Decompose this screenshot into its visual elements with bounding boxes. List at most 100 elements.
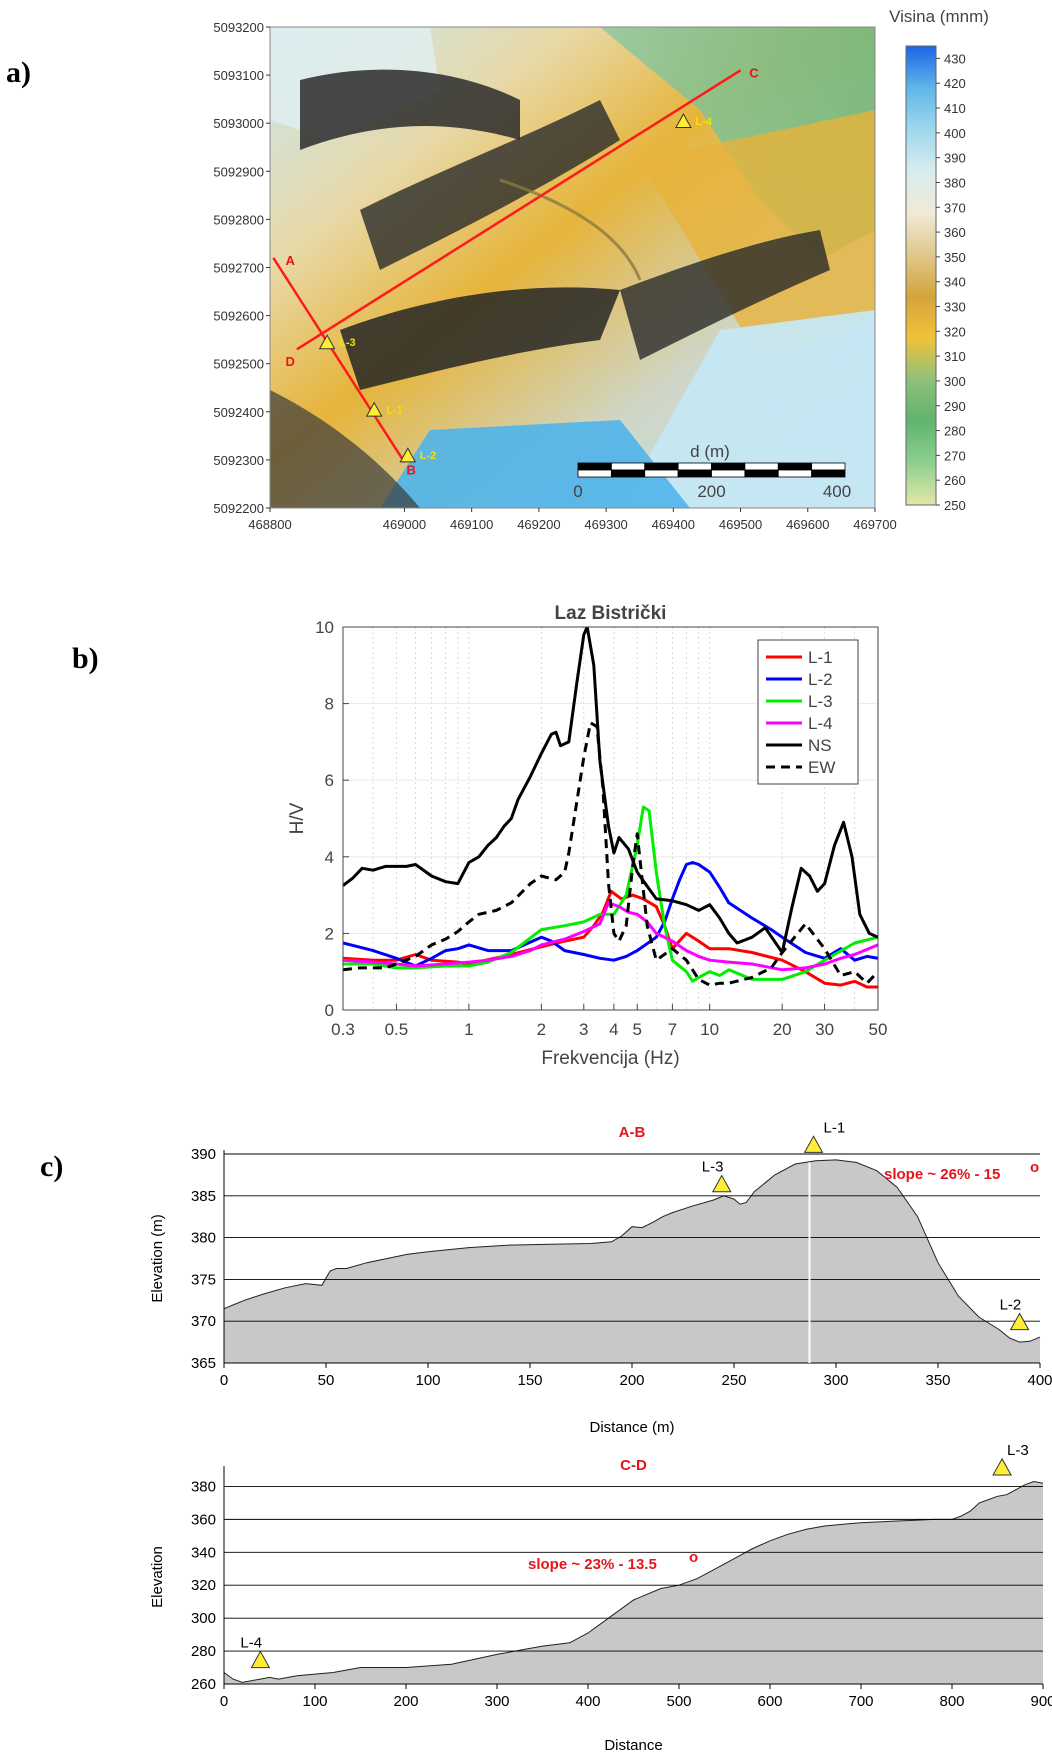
x-tick-label: 50 bbox=[318, 1372, 335, 1389]
series-line-ns bbox=[343, 627, 878, 954]
map-axes: 468800 469000 469100 469200 469300 469400 4695… bbox=[213, 20, 896, 532]
scale-bar-segment bbox=[777, 462, 813, 471]
map-x-tick-label: 469500 bbox=[719, 517, 762, 532]
colorbar-label: 350 bbox=[944, 250, 966, 265]
scale-bar-segment bbox=[610, 469, 646, 478]
map-y-tick-label: 5093100 bbox=[213, 68, 264, 83]
colorbar: 430 420 410 400 390 380 370 360 350 340 330 320 310 3… bbox=[889, 7, 989, 513]
chart-title: Laz Bistrički bbox=[555, 603, 667, 624]
series-group bbox=[343, 627, 878, 989]
map-x-tick-label: 469700 bbox=[853, 517, 896, 532]
x-tick-label: 7 bbox=[668, 1020, 677, 1039]
panel-label-c: c) bbox=[40, 1150, 63, 1183]
station-label: L-4 bbox=[240, 1635, 262, 1652]
y-tick-label: 390 bbox=[191, 1146, 216, 1163]
y-tick-label: 380 bbox=[191, 1230, 216, 1247]
x-tick-label: 300 bbox=[484, 1693, 509, 1710]
chart-title: A-B bbox=[619, 1124, 646, 1141]
station-label: L-3 bbox=[702, 1159, 724, 1176]
station-marker bbox=[365, 401, 383, 417]
map-y-tick-label: 5092500 bbox=[213, 357, 264, 372]
x-tick-label: 50 bbox=[869, 1020, 888, 1039]
map-y-tick-label: 5092700 bbox=[213, 261, 264, 276]
series-line-ew bbox=[343, 721, 878, 987]
station-label: L-1 bbox=[824, 1119, 846, 1136]
profile-lines: A B C D L-1 L-2 L-3 L-4 bbox=[272, 66, 759, 477]
map-y-tick-label: 5092900 bbox=[213, 164, 264, 179]
x-tick-label: 2 bbox=[537, 1020, 546, 1039]
y-tick-label: 320 bbox=[191, 1577, 216, 1594]
map-y-tick-label: 5093000 bbox=[213, 116, 264, 131]
x-axis-label: Distance (m) bbox=[589, 1419, 674, 1436]
station-label: L-2 bbox=[420, 450, 437, 462]
station-marker bbox=[803, 1135, 824, 1153]
station-label: L-1 bbox=[386, 404, 403, 416]
y-tick-label: 340 bbox=[191, 1544, 216, 1561]
legend-entry: L-4 bbox=[808, 714, 833, 733]
colorbar-label: 260 bbox=[944, 473, 966, 488]
station-label: L-4 bbox=[695, 116, 712, 128]
map-x-tick-label: 468800 bbox=[248, 517, 291, 532]
x-tick-label: 10 bbox=[700, 1020, 719, 1039]
x-tick-label: 700 bbox=[848, 1693, 873, 1710]
x-tick-label: 400 bbox=[575, 1693, 600, 1710]
y-tick-label: 2 bbox=[325, 924, 334, 943]
x-tick-label: 5 bbox=[632, 1020, 641, 1039]
station-marker bbox=[1009, 1312, 1030, 1331]
map-y-tick-label: 5092600 bbox=[213, 309, 264, 324]
scale-bar-segment bbox=[711, 469, 746, 478]
legend-entry: EW bbox=[808, 758, 835, 777]
profile-line-cd bbox=[296, 69, 742, 351]
x-tick-label: 100 bbox=[302, 1693, 327, 1710]
x-tick-label: 4 bbox=[609, 1020, 618, 1039]
colorbar-label: 380 bbox=[944, 175, 966, 190]
station-marker bbox=[711, 1174, 732, 1193]
scale-bar-segment bbox=[744, 462, 779, 471]
scale-bar-segment bbox=[577, 469, 612, 478]
scale-bar-segment bbox=[744, 469, 779, 478]
colorbar-label: 300 bbox=[944, 374, 966, 389]
station-label: L-3 bbox=[339, 337, 356, 349]
legend-box bbox=[757, 639, 859, 785]
profile-endpoint-label: C bbox=[749, 66, 759, 81]
y-tick-label: 6 bbox=[325, 771, 334, 790]
x-axis-label: Frekvencija (Hz) bbox=[541, 1048, 679, 1069]
x-tick-label: 0 bbox=[220, 1372, 228, 1389]
terrain-map: 468800 469000 469100 469200 469300 469400 4695… bbox=[213, 7, 989, 532]
x-tick-label: 0.5 bbox=[385, 1020, 409, 1039]
y-tick-label: 280 bbox=[191, 1643, 216, 1660]
terrain-profile-line bbox=[223, 1159, 1041, 1343]
station-marker bbox=[250, 1650, 271, 1669]
x-tick-label: 400 bbox=[1027, 1372, 1052, 1389]
colorbar-label: 430 bbox=[944, 51, 966, 66]
station-marker bbox=[992, 1457, 1012, 1476]
profile-ab-chart: 365 370 375 380 385 390 0 50 100 150 200 250 300 350 4… bbox=[149, 1119, 1052, 1436]
scale-bar-segment bbox=[644, 469, 679, 478]
legend-entry: L-2 bbox=[808, 670, 833, 689]
colorbar-scale bbox=[905, 45, 937, 506]
x-tick-label: 800 bbox=[939, 1693, 964, 1710]
x-tick-label: 350 bbox=[925, 1372, 950, 1389]
scale-bar: d (m) 0 200 400 bbox=[573, 442, 851, 501]
profile-cd-chart: 260 280 300 320 340 360 380 0 100 200 300 400 500 600… bbox=[149, 1442, 1052, 1754]
y-tick-label: 4 bbox=[325, 848, 334, 867]
profile-endpoint-label: D bbox=[285, 354, 294, 369]
terrain-relief bbox=[270, 27, 875, 508]
panel-label-b: b) bbox=[72, 642, 99, 675]
legend-entry: L-3 bbox=[808, 692, 833, 711]
colorbar-label: 360 bbox=[944, 225, 966, 240]
slope-annotation-degree: o bbox=[689, 1549, 698, 1566]
y-axis-label: Elevation (m) bbox=[149, 1214, 166, 1302]
terrain-area bbox=[224, 1159, 1040, 1363]
x-tick-label: 500 bbox=[666, 1693, 691, 1710]
scale-bar-segment bbox=[811, 469, 846, 478]
y-tick-label: 365 bbox=[191, 1355, 216, 1372]
x-tick-label: 30 bbox=[815, 1020, 834, 1039]
scale-bar-title: d (m) bbox=[690, 442, 730, 461]
colorbar-label: 320 bbox=[944, 324, 966, 339]
station-label: L-2 bbox=[1000, 1297, 1022, 1314]
colorbar-label: 270 bbox=[944, 448, 966, 463]
colorbar-label: 400 bbox=[944, 126, 966, 141]
station-label: L-3 bbox=[1007, 1442, 1029, 1459]
